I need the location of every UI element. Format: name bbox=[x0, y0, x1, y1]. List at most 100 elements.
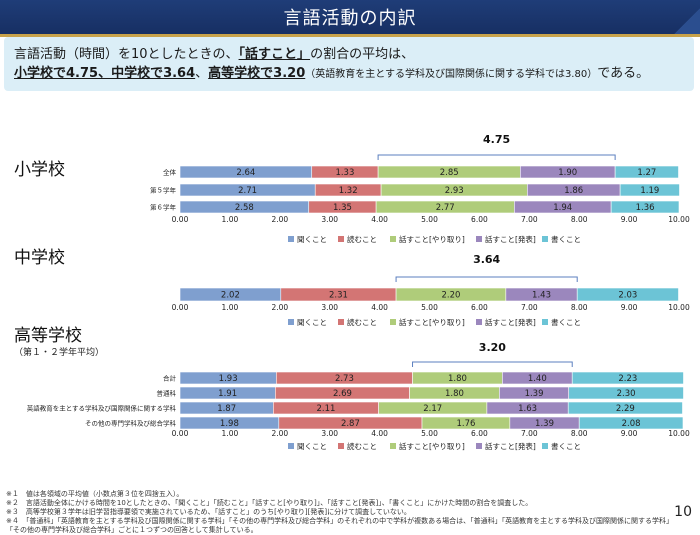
legend-entry: 書くこと bbox=[551, 234, 581, 244]
chart-title: 小学校 bbox=[14, 160, 65, 180]
speaking-bracket bbox=[412, 361, 573, 367]
x-tick-label: 4.00 bbox=[371, 303, 388, 312]
chart-title: 中学校 bbox=[14, 248, 65, 268]
x-tick-label: 0.00 bbox=[172, 303, 189, 312]
bar-segment bbox=[614, 165, 679, 179]
data-label: 1.91 bbox=[218, 389, 237, 399]
stacked-bar-charts: 小学校 全体 2.64 1.33 2.85 1.90 1.27 第５学年 2.71 1.32 2.9… bbox=[14, 133, 690, 451]
data-label: 1.33 bbox=[335, 168, 354, 178]
header-corner-decoration bbox=[670, 0, 700, 34]
x-tick-label: 7.00 bbox=[521, 215, 538, 224]
x-tick-label: 6.00 bbox=[471, 429, 488, 438]
legend-swatch bbox=[338, 319, 344, 325]
legend-swatch bbox=[338, 443, 344, 449]
x-tick-label: 10.00 bbox=[668, 215, 690, 224]
data-label: 2.58 bbox=[235, 203, 254, 213]
x-tick-label: 3.00 bbox=[321, 429, 338, 438]
legend-entry: 話すこと[やり取り] bbox=[399, 317, 465, 327]
summary-text: の割合の平均は、 bbox=[310, 47, 415, 62]
data-label: 1.39 bbox=[535, 419, 554, 429]
footnote: 「その他の専門学科及び総合学科」ごとに１つずつの回答として集計している。 bbox=[6, 526, 258, 534]
x-tick-label: 0.00 bbox=[172, 429, 189, 438]
data-label: 2.77 bbox=[436, 203, 455, 213]
category-label: 第５学年 bbox=[150, 186, 177, 195]
data-label: 2.08 bbox=[622, 419, 641, 429]
summary-text: 言語活動（時間）を10としたときの、 bbox=[14, 47, 239, 62]
x-tick-label: 4.00 bbox=[371, 215, 388, 224]
legend-swatch bbox=[476, 319, 482, 325]
x-tick-label: 2.00 bbox=[271, 303, 288, 312]
data-label: 2.03 bbox=[618, 291, 637, 301]
x-tick-label: 2.00 bbox=[271, 215, 288, 224]
summary-text: 、 bbox=[195, 66, 209, 81]
footnote: ※３ 高等学校第３学年は旧学習指導要領で実施されているため、「話すこと」のうち[… bbox=[6, 508, 411, 516]
data-label: 2.29 bbox=[616, 404, 635, 414]
legend-entry: 話すこと[やり取り] bbox=[399, 441, 465, 451]
data-label: 2.31 bbox=[329, 291, 348, 301]
data-label: 1.43 bbox=[532, 291, 551, 301]
legend-entry: 話すこと[発表] bbox=[485, 234, 536, 244]
legend-swatch bbox=[476, 443, 482, 449]
x-tick-label: 3.00 bbox=[321, 215, 338, 224]
legend-entry: 読むこと bbox=[347, 317, 377, 327]
legend-entry: 聞くこと bbox=[297, 235, 327, 244]
data-label: 1.80 bbox=[445, 389, 464, 399]
data-label: 2.02 bbox=[221, 291, 240, 301]
data-label: 1.90 bbox=[558, 168, 577, 178]
data-label: 2.30 bbox=[617, 389, 636, 399]
data-label: 1.76 bbox=[456, 419, 475, 429]
legend-entry: 話すこと[発表] bbox=[485, 317, 536, 327]
header-accent-line bbox=[0, 34, 700, 37]
x-tick-label: 10.00 bbox=[668, 429, 690, 438]
legend-entry: 話すこと[やり取り] bbox=[399, 234, 465, 244]
data-label: 2.64 bbox=[236, 168, 255, 178]
x-tick-label: 2.00 bbox=[271, 429, 288, 438]
data-label: 1.39 bbox=[525, 389, 544, 399]
data-label: 1.32 bbox=[339, 186, 358, 196]
legend-entry: 話すこと[発表] bbox=[485, 441, 536, 451]
legend-entry: 読むこと bbox=[347, 441, 377, 451]
x-tick-label: 0.00 bbox=[172, 215, 189, 224]
footnote: ※４ 「普通科」「英語教育を主とする学科及び国際関係に関する学科」「その他の専門… bbox=[6, 517, 673, 525]
data-label: 1.27 bbox=[637, 168, 656, 178]
page-title: 言語活動の内訳 bbox=[283, 8, 417, 29]
data-label: 1.80 bbox=[448, 374, 467, 384]
summary-speaking-highlight: 「話すこと」 bbox=[238, 47, 311, 62]
data-label: 2.17 bbox=[423, 404, 442, 414]
data-label: 2.69 bbox=[333, 389, 352, 399]
x-tick-label: 7.00 bbox=[521, 303, 538, 312]
category-label: 普通科 bbox=[157, 389, 177, 398]
data-label: 2.73 bbox=[335, 374, 354, 384]
category-label: 英語教育を主とする学科及び国際関係に関する学科 bbox=[27, 404, 177, 413]
x-tick-label: 9.00 bbox=[621, 215, 638, 224]
x-tick-label: 8.00 bbox=[571, 429, 588, 438]
legend-swatch bbox=[542, 236, 548, 242]
legend-swatch bbox=[542, 319, 548, 325]
x-tick-label: 5.00 bbox=[421, 215, 438, 224]
x-tick-label: 10.00 bbox=[668, 303, 690, 312]
legend-entry: 読むこと bbox=[347, 234, 377, 244]
summary-text: である。 bbox=[597, 66, 650, 81]
x-tick-label: 7.00 bbox=[521, 429, 538, 438]
data-label: 1.87 bbox=[217, 404, 236, 414]
x-tick-label: 8.00 bbox=[571, 303, 588, 312]
bar-segment bbox=[610, 200, 680, 214]
bracket-label: 3.64 bbox=[473, 253, 500, 266]
legend-swatch bbox=[390, 443, 396, 449]
summary-high-value: 高等学校で3.20 bbox=[208, 66, 306, 81]
summary-line-2: 小学校で4.75、中学校で3.64、高等学校で3.20（英語教育を主とする学科及… bbox=[14, 62, 649, 81]
speaking-bracket bbox=[377, 154, 616, 160]
data-label: 1.40 bbox=[528, 374, 547, 384]
x-tick-label: 8.00 bbox=[571, 215, 588, 224]
footnotes: ※１ 値は各領域の平均値（小数点第３位を四捨五入）。 ※２ 言語活動全体にかける… bbox=[6, 490, 673, 535]
data-label: 2.93 bbox=[445, 186, 464, 196]
data-label: 1.36 bbox=[636, 203, 655, 213]
data-label: 1.93 bbox=[219, 374, 238, 384]
chart-title: 高等学校 bbox=[14, 326, 82, 346]
data-label: 2.71 bbox=[238, 186, 257, 196]
speaking-bracket bbox=[395, 276, 578, 282]
data-label: 1.35 bbox=[333, 203, 352, 213]
category-label: 全体 bbox=[163, 168, 177, 177]
page-number: 10 bbox=[674, 504, 692, 520]
data-label: 1.19 bbox=[640, 186, 659, 196]
